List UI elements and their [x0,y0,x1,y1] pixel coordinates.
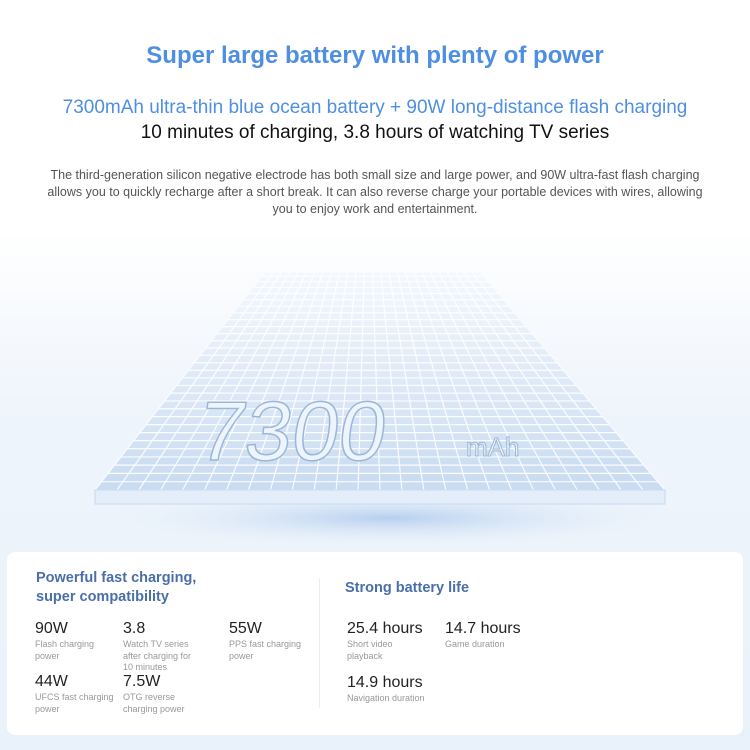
unit-text: mAh [466,432,519,462]
stat-video: 25.4 hours Short video playback [347,620,423,661]
stat-90w: 90W Flash charging power [35,620,95,661]
capacity-text: 7300 [193,384,393,478]
grid-line [182,271,299,491]
grid-line [291,271,341,491]
stat-7-5w: 7.5W OTG reverse charging power [123,673,185,714]
grid-line [429,271,535,491]
battery-life-title: Strong battery life [345,580,470,596]
grid-line [313,271,349,491]
grid-line [462,271,622,491]
grid-line [438,271,556,491]
grid-line [421,271,513,491]
specs-card [7,552,743,735]
grid-line [225,271,316,491]
grid-line [247,271,324,491]
grid-line [138,271,283,491]
grid-line [94,271,266,491]
description: The third-generation silicon negative el… [47,168,703,216]
charging-title: Powerful fast charging, super compatibili… [36,570,197,605]
stat-game: 14.7 hours Game duration [445,620,521,649]
divider [319,578,320,708]
grid-line [357,271,365,491]
grid-line [479,271,666,491]
page-title: Super large battery with plenty of power [146,42,604,69]
stat-navigation: 14.9 hours Navigation duration [347,674,425,703]
grid-line [380,271,403,491]
grid-line [388,271,425,491]
subtitle: 7300mAh ultra-thin blue ocean battery + … [62,97,688,118]
grid-line [116,271,274,491]
grid-line [204,271,307,491]
grid-line [269,271,332,491]
grid-line [335,271,357,491]
grid-line [396,271,447,491]
grid-line [413,271,491,491]
stat-3-8: 3.8 Watch TV series after charging for 10… [123,620,192,672]
grid-line [454,271,600,491]
grid-line [371,271,381,491]
grid-line [446,271,578,491]
tagline: 10 minutes of charging, 3.8 hours of wat… [140,122,610,143]
grid-line [160,271,291,491]
battery-graphic: 7300 mAh [90,271,690,548]
grid-line [404,271,469,491]
stat-44w: 44W UFCS fast charging power [35,673,114,714]
grid-line [471,271,644,491]
stat-55w: 55W PPS fast charging power [229,620,302,661]
